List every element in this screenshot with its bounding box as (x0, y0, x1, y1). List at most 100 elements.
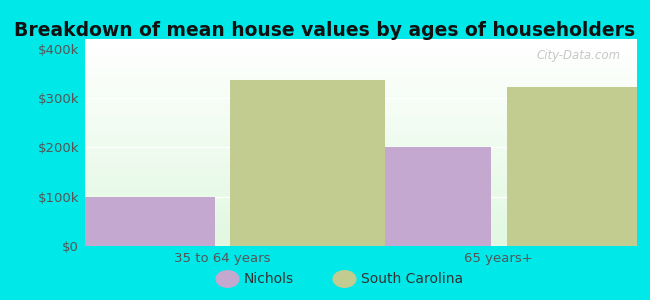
Bar (84, 107, 637, 110)
Bar (84, 45, 637, 47)
Bar (84, 82, 637, 85)
Bar (84, 232, 637, 234)
Bar (84, 138, 637, 140)
Bar (84, 223, 637, 225)
Bar (84, 130, 637, 132)
Bar (84, 122, 637, 124)
Bar (84, 113, 637, 116)
Bar (84, 126, 637, 128)
Bar (84, 225, 637, 227)
Bar (84, 215, 637, 217)
Bar (84, 80, 637, 83)
Bar (84, 53, 637, 56)
Bar (84, 163, 637, 165)
Bar (84, 205, 637, 207)
Bar (84, 64, 637, 66)
Bar (84, 41, 637, 43)
Bar (84, 145, 637, 147)
Bar (84, 103, 637, 105)
Bar (84, 124, 637, 126)
Bar (84, 230, 637, 232)
Bar (84, 180, 637, 182)
Bar (84, 105, 637, 107)
Bar (506, 87, 650, 246)
Bar (84, 93, 637, 95)
Bar (84, 136, 637, 138)
Bar (84, 165, 637, 167)
Bar (84, 128, 637, 130)
Bar (84, 89, 637, 91)
Bar (84, 202, 637, 205)
Bar (84, 68, 637, 70)
Bar (84, 211, 637, 213)
Bar (84, 85, 637, 87)
Bar (84, 178, 637, 180)
Bar (84, 153, 637, 155)
Bar (84, 244, 637, 246)
Bar (84, 51, 637, 53)
Bar (84, 142, 637, 145)
Bar (84, 97, 637, 99)
Bar (84, 50, 637, 51)
Bar (84, 182, 637, 184)
Bar (84, 176, 637, 178)
Text: South Carolina: South Carolina (361, 272, 463, 286)
Bar (84, 60, 637, 62)
Bar (84, 238, 637, 240)
Bar (84, 172, 637, 173)
Bar (84, 167, 637, 169)
Bar (84, 58, 637, 60)
Bar (84, 161, 637, 163)
Bar (84, 56, 637, 58)
Bar (84, 240, 637, 242)
Bar (84, 87, 637, 89)
Bar (60, 197, 215, 246)
Bar (84, 242, 637, 244)
Bar (84, 192, 637, 194)
Bar (84, 221, 637, 223)
Bar (84, 101, 637, 103)
Bar (84, 39, 637, 41)
Bar (84, 66, 637, 68)
Bar (84, 147, 637, 149)
Bar (84, 76, 637, 78)
Bar (84, 155, 637, 157)
Bar (84, 112, 637, 113)
Bar (84, 190, 637, 192)
Bar (84, 151, 637, 153)
Bar (84, 188, 637, 190)
Bar (84, 173, 637, 175)
Bar (84, 157, 637, 159)
Bar (84, 149, 637, 151)
Bar (84, 194, 637, 196)
Text: Nichols: Nichols (244, 272, 294, 286)
Bar (84, 186, 637, 188)
Bar (84, 200, 637, 202)
Bar (84, 62, 637, 64)
Bar (84, 207, 637, 209)
Bar (84, 78, 637, 80)
Bar (84, 159, 637, 161)
Bar (230, 80, 385, 246)
Bar (84, 134, 637, 136)
Text: City-Data.com: City-Data.com (536, 50, 620, 62)
Bar (84, 140, 637, 142)
Bar (84, 47, 637, 50)
Bar (84, 110, 637, 112)
Bar (84, 217, 637, 219)
Text: Breakdown of mean house values by ages of householders: Breakdown of mean house values by ages o… (14, 21, 636, 40)
Bar (84, 72, 637, 74)
Bar (84, 236, 637, 238)
Bar (84, 234, 637, 236)
Bar (84, 196, 637, 198)
Bar (84, 198, 637, 200)
Bar (84, 213, 637, 215)
Bar (84, 120, 637, 122)
Bar (337, 147, 491, 246)
Bar (84, 227, 637, 230)
Bar (84, 43, 637, 45)
Bar (84, 70, 637, 72)
Bar (84, 118, 637, 120)
Bar (84, 132, 637, 134)
Bar (84, 219, 637, 221)
